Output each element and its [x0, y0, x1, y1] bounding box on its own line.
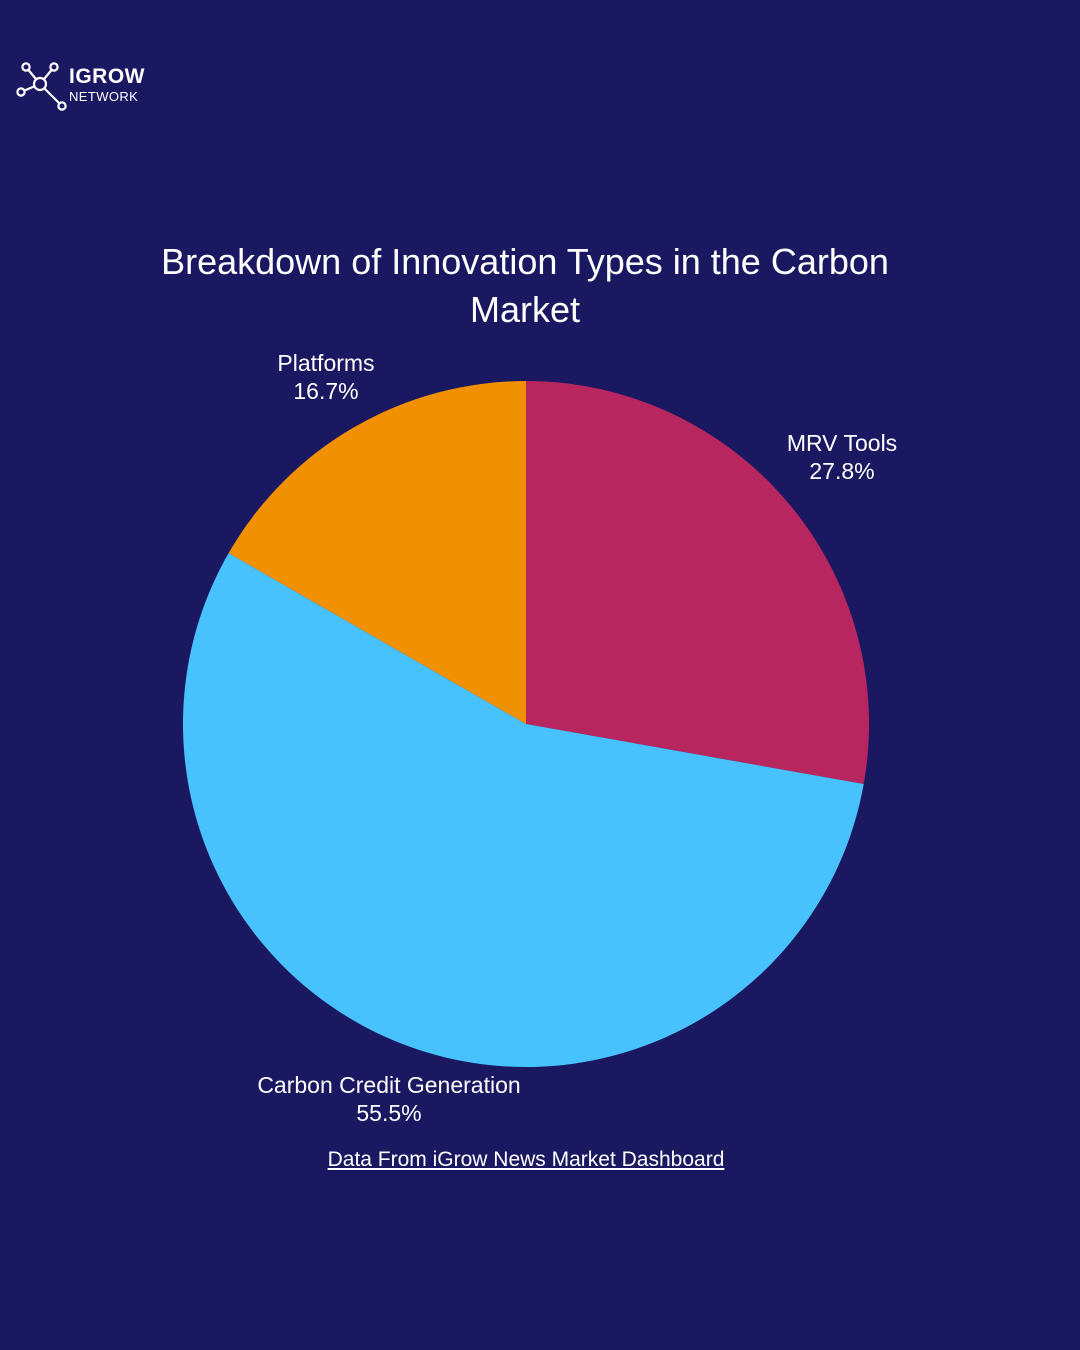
chart-title: Breakdown of Innovation Types in the Car…	[161, 241, 889, 330]
pie-slice-mrv-tools	[526, 381, 869, 785]
pie-slice-platforms	[228, 381, 526, 724]
slice-value-carbon-credit-generation: 55.5%	[356, 1100, 421, 1126]
slice-value-mrv-tools: 27.8%	[809, 458, 874, 484]
slice-label-mrv-tools: MRV Tools	[787, 430, 897, 456]
logo-subtitle-text: NETWORK	[69, 89, 139, 104]
slice-value-platforms: 16.7%	[293, 378, 358, 404]
slice-label-platforms: Platforms	[277, 350, 374, 376]
brand-logo: IGROW NETWORK	[16, 58, 166, 112]
slice-label-carbon-credit-generation: Carbon Credit Generation	[257, 1072, 520, 1098]
pie-slice-carbon-credit-generation	[183, 553, 864, 1067]
logo-brand-text: IGROW	[69, 65, 145, 88]
source-link[interactable]: Data From iGrow News Market Dashboard	[327, 1148, 725, 1171]
network-nodes-icon	[16, 62, 67, 111]
